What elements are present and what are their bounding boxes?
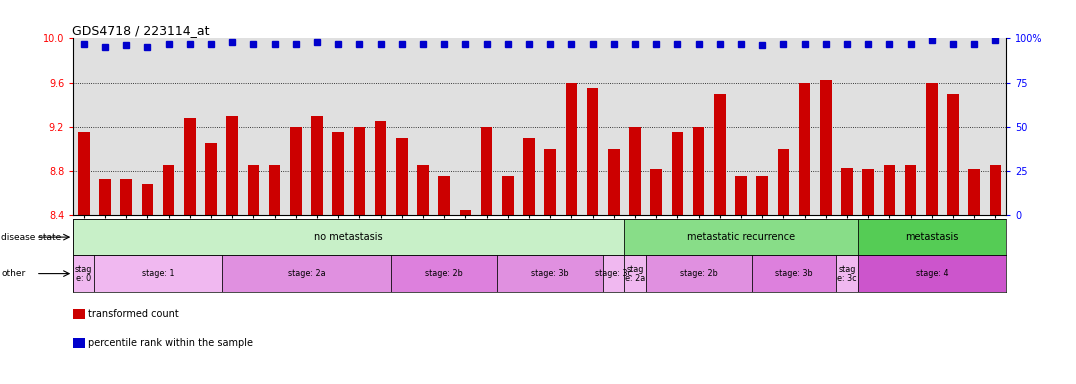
Bar — [905, 166, 917, 215]
Bar — [671, 132, 683, 215]
Bar — [142, 184, 153, 215]
Bar — [883, 166, 895, 215]
Bar — [99, 179, 111, 215]
Text: metastasis: metastasis — [905, 232, 959, 242]
Bar — [269, 166, 281, 215]
Bar — [438, 176, 450, 215]
Text: stage: 3c: stage: 3c — [595, 269, 633, 278]
Bar — [374, 121, 386, 215]
Bar — [497, 255, 604, 292]
Bar — [523, 138, 535, 215]
Bar — [502, 176, 513, 215]
Bar — [121, 179, 132, 215]
Text: stag
e: 3c: stag e: 3c — [837, 265, 856, 283]
Bar — [73, 255, 95, 292]
Text: metastatic recurrence: metastatic recurrence — [686, 232, 795, 242]
Bar — [566, 83, 577, 215]
Bar — [841, 167, 853, 215]
Bar — [162, 166, 174, 215]
Text: stag
e: 2a: stag e: 2a — [625, 265, 646, 283]
Bar — [693, 127, 705, 215]
Bar — [926, 83, 937, 215]
Bar — [863, 169, 874, 215]
Bar — [95, 255, 222, 292]
Text: percentile rank within the sample: percentile rank within the sample — [88, 338, 253, 348]
Bar — [396, 138, 408, 215]
Text: stage: 3b: stage: 3b — [775, 269, 812, 278]
Bar — [629, 127, 641, 215]
Bar — [311, 116, 323, 215]
Bar — [947, 94, 959, 215]
Text: GDS4718 / 223114_at: GDS4718 / 223114_at — [72, 24, 210, 37]
Bar — [714, 94, 725, 215]
Text: stage: 4: stage: 4 — [916, 269, 948, 278]
Bar — [990, 166, 1002, 215]
Bar — [820, 80, 832, 215]
Bar — [184, 118, 196, 215]
Bar — [646, 255, 752, 292]
Text: stage: 2b: stage: 2b — [425, 269, 463, 278]
Bar — [858, 255, 1006, 292]
Text: stage: 2a: stage: 2a — [287, 269, 325, 278]
Bar — [778, 149, 790, 215]
Bar — [73, 219, 624, 255]
Text: stage: 1: stage: 1 — [142, 269, 174, 278]
Bar — [604, 255, 624, 292]
Bar — [332, 132, 344, 215]
Bar — [222, 255, 392, 292]
Text: transformed count: transformed count — [88, 309, 179, 319]
Bar — [608, 149, 620, 215]
Bar — [392, 255, 497, 292]
Bar — [735, 176, 747, 215]
Bar — [481, 127, 493, 215]
Bar — [624, 255, 646, 292]
Text: no metastasis: no metastasis — [314, 232, 383, 242]
Text: stage: 2b: stage: 2b — [680, 269, 718, 278]
Bar — [756, 176, 768, 215]
Bar — [858, 219, 1006, 255]
Bar — [836, 255, 858, 292]
Text: disease state: disease state — [1, 233, 61, 242]
Bar — [206, 143, 216, 215]
Bar — [289, 127, 301, 215]
Text: stage: 3b: stage: 3b — [532, 269, 569, 278]
Bar — [247, 166, 259, 215]
Bar — [354, 127, 365, 215]
Bar — [226, 116, 238, 215]
Bar — [544, 149, 556, 215]
Bar — [968, 169, 980, 215]
Bar — [417, 166, 429, 215]
Bar — [798, 83, 810, 215]
Bar — [650, 169, 662, 215]
Text: other: other — [1, 269, 26, 278]
Bar — [586, 88, 598, 215]
Bar — [752, 255, 836, 292]
Text: stag
e: 0: stag e: 0 — [75, 265, 93, 283]
Bar — [624, 219, 858, 255]
Bar — [459, 210, 471, 215]
Bar — [77, 132, 89, 215]
